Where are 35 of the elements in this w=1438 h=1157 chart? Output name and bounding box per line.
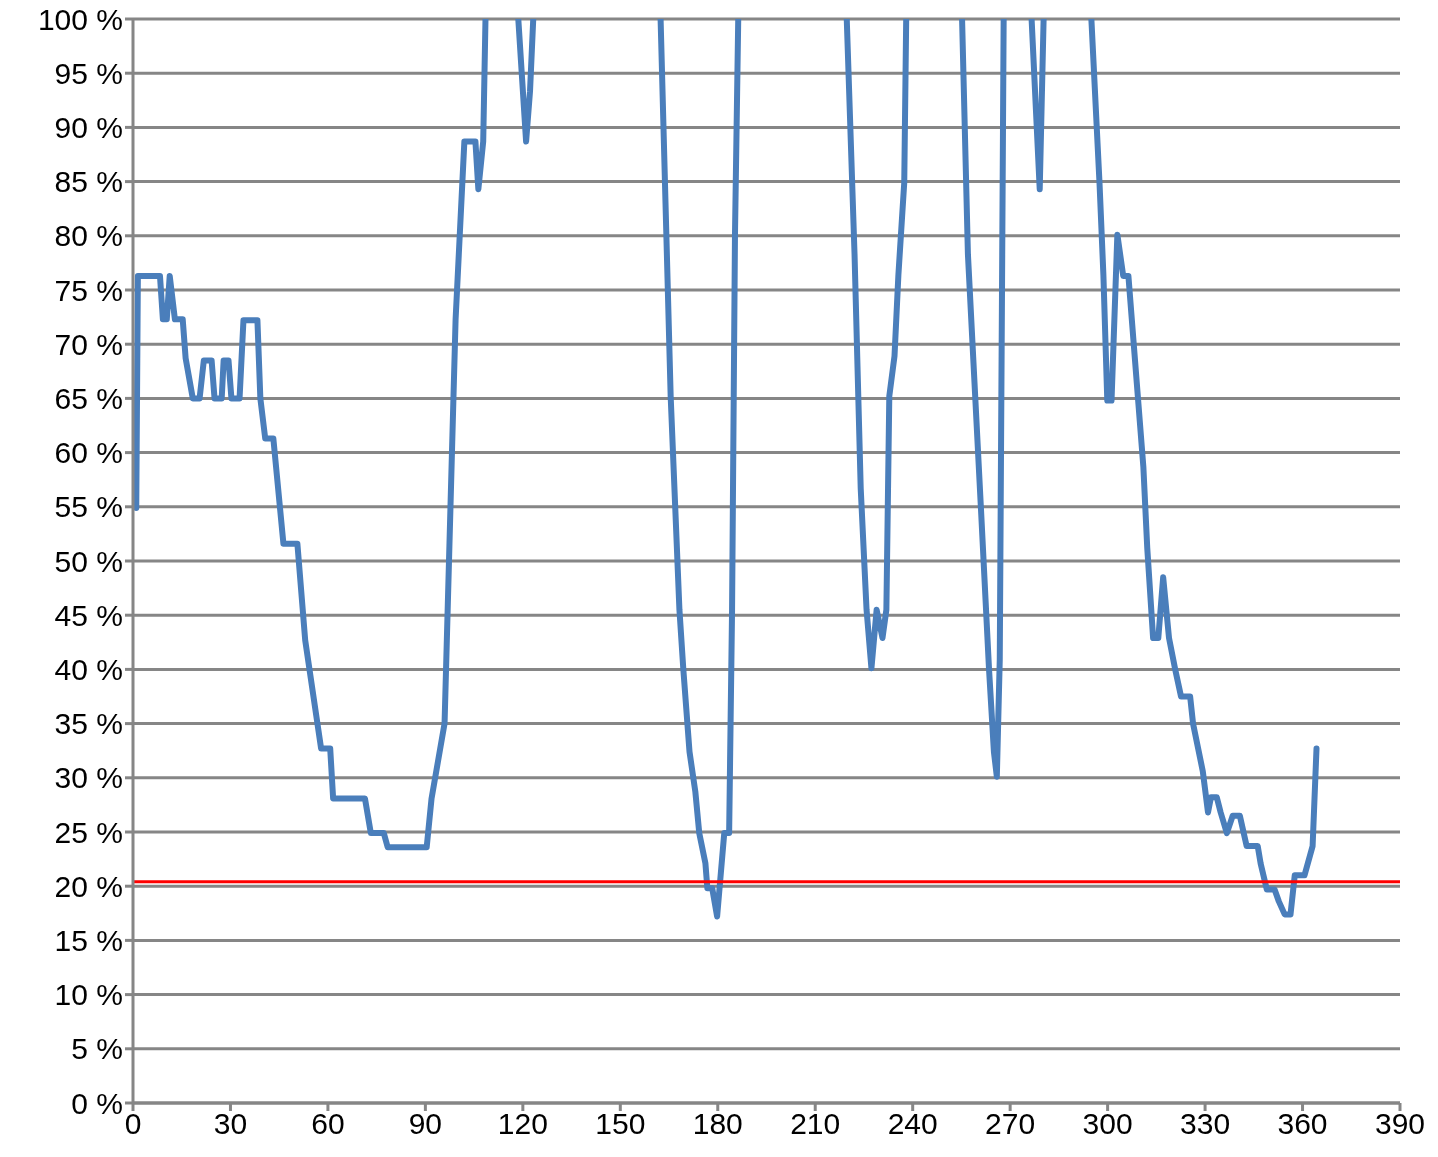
x-tick-label: 90	[408, 1107, 443, 1141]
y-tick-label: 100 %	[37, 2, 123, 36]
y-tick-label: 35 %	[54, 707, 123, 741]
y-tick-label: 85 %	[54, 165, 123, 199]
y-tick-label: 75 %	[54, 273, 123, 307]
y-tick-label: 25 %	[54, 815, 123, 849]
y-tick-label: 60 %	[54, 436, 123, 470]
y-tick-label: 30 %	[54, 761, 123, 795]
y-tick-label: 80 %	[54, 219, 123, 253]
x-tick-label: 300	[1082, 1107, 1133, 1141]
y-tick-label: 70 %	[54, 327, 123, 361]
y-tick-label: 55 %	[54, 490, 123, 524]
x-tick-label: 180	[692, 1107, 743, 1141]
x-tick-label: 150	[595, 1107, 646, 1141]
y-tick-label: 10 %	[54, 978, 123, 1012]
y-tick-label: 95 %	[54, 56, 123, 90]
y-tick-label: 65 %	[54, 382, 123, 416]
y-tick-label: 20 %	[54, 869, 123, 903]
x-tick-label: 270	[985, 1107, 1036, 1141]
x-tick-label: 360	[1277, 1107, 1328, 1141]
x-tick-label: 240	[887, 1107, 938, 1141]
y-tick-label: 90 %	[54, 111, 123, 145]
x-tick-label: 60	[311, 1107, 345, 1141]
x-tick-label: 120	[497, 1107, 548, 1141]
x-tick-label: 0	[124, 1107, 142, 1141]
y-tick-label: 45 %	[54, 598, 123, 632]
y-tick-label: 50 %	[54, 544, 123, 578]
x-tick-label: 390	[1374, 1107, 1426, 1141]
y-tick-label: 5 %	[71, 1032, 123, 1066]
y-tick-label: 40 %	[54, 653, 123, 687]
y-tick-label: 15 %	[54, 924, 123, 958]
y-tick-label: 0 %	[71, 1086, 123, 1120]
x-tick-label: 30	[213, 1107, 248, 1141]
x-tick-label: 330	[1180, 1107, 1231, 1141]
x-tick-label: 210	[790, 1107, 841, 1141]
